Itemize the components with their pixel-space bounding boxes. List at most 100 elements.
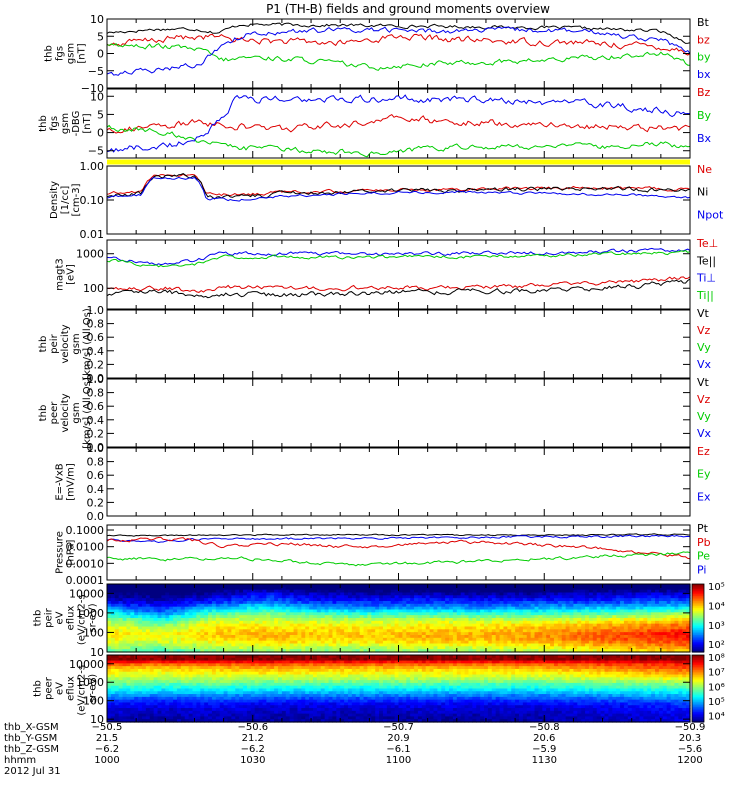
spectrogram-cell xyxy=(359,623,365,628)
spectrogram-cell xyxy=(557,592,563,596)
spectrogram-cell xyxy=(682,592,687,596)
spectrogram-cell xyxy=(542,620,547,625)
spectrogram-cell xyxy=(546,663,551,667)
spectrogram-cell xyxy=(472,598,477,602)
spectrogram-cell xyxy=(110,584,116,588)
spectrogram-cell xyxy=(293,626,299,630)
spectrogram-cell xyxy=(530,598,536,602)
spectrogram-cell xyxy=(553,626,559,630)
spectrogram-cell xyxy=(305,620,310,625)
spectrogram-cell xyxy=(682,629,687,633)
spectrogram-cell xyxy=(499,663,505,667)
spectrogram-cell xyxy=(231,612,236,616)
spectrogram-cell xyxy=(511,612,516,616)
spectrogram-cell xyxy=(316,623,322,628)
spectrogram-cell xyxy=(445,637,450,642)
spectrogram-cell xyxy=(375,657,380,662)
spectrogram-cell xyxy=(149,649,155,653)
spectrogram-cell xyxy=(274,595,279,599)
spectrogram-cell xyxy=(592,629,598,633)
spectrogram-cell xyxy=(266,584,271,588)
spectrogram-cell xyxy=(592,586,598,591)
spectrogram-cell xyxy=(429,612,435,616)
spectrogram-cell xyxy=(355,649,361,653)
spectrogram-cell xyxy=(623,618,629,622)
spectrogram-cell xyxy=(379,635,384,639)
spectrogram-cell xyxy=(161,635,166,639)
spectrogram-cell xyxy=(643,586,648,591)
spectrogram-cell xyxy=(122,595,128,599)
spectrogram-cell xyxy=(643,589,648,594)
spectrogram-cell xyxy=(243,615,248,619)
spectrogram-cell xyxy=(278,637,283,642)
spectrogram-cell xyxy=(433,618,438,622)
spectrogram-cell xyxy=(507,589,512,594)
spectrogram-cell xyxy=(445,595,450,599)
spectrogram-cell xyxy=(616,626,621,630)
spectrogram-cell xyxy=(173,655,178,659)
spectrogram-cell xyxy=(425,606,431,611)
spectrogram-cell xyxy=(223,626,229,630)
spectrogram-cell xyxy=(328,623,334,628)
spectrogram-cell xyxy=(604,635,609,639)
spectrogram-cell xyxy=(192,657,197,662)
spectrogram-cell xyxy=(429,663,435,667)
spectrogram-cell xyxy=(320,637,326,642)
spectrogram-cell xyxy=(491,632,497,636)
spectrogram-cell xyxy=(460,643,466,647)
spectrogram-cell xyxy=(239,640,244,645)
spectrogram-cell xyxy=(231,660,236,664)
spectrogram-cell xyxy=(138,612,143,616)
spectrogram-cell xyxy=(538,640,543,645)
spectrogram-cell xyxy=(107,603,112,608)
spectrogram-cell xyxy=(565,649,571,653)
spectrogram-cell xyxy=(581,598,586,602)
spectrogram-cell xyxy=(134,643,139,647)
spectrogram-cell xyxy=(347,620,353,625)
spectrogram-cell xyxy=(293,595,299,599)
spectrogram-cell xyxy=(596,601,602,605)
spectrogram-cell xyxy=(208,615,213,619)
spectrogram-cell xyxy=(301,666,306,670)
spectrogram-cell xyxy=(452,660,458,664)
spectrogram-cell xyxy=(231,655,236,659)
spectrogram-cell xyxy=(464,595,470,599)
spectrogram-cell xyxy=(262,649,267,653)
spectrogram-cell xyxy=(600,586,606,591)
spectrogram-cell xyxy=(208,618,213,622)
spectrogram-cell xyxy=(281,601,287,605)
spectrogram-cell xyxy=(534,660,540,664)
spectrogram-cell xyxy=(200,629,205,633)
spectrogram-cell xyxy=(231,626,236,630)
spectrogram-cell xyxy=(449,655,454,659)
spectrogram-cell xyxy=(429,615,435,619)
spectrogram-cell xyxy=(301,620,306,625)
spectrogram-cell xyxy=(250,609,256,613)
spectrogram-cell xyxy=(456,637,462,642)
spectrogram-cell xyxy=(410,586,415,591)
spectrogram-cell xyxy=(410,598,415,602)
spectrogram-cell xyxy=(620,657,625,662)
spectrogram-cell xyxy=(608,643,613,647)
spectrogram-cell xyxy=(266,595,271,599)
spectrogram-cell xyxy=(631,663,637,667)
spectrogram-cell xyxy=(227,640,232,645)
spectrogram-cell xyxy=(278,663,283,667)
spectrogram-cell xyxy=(666,660,672,664)
spectrogram-cell xyxy=(359,601,365,605)
spectrogram-cell xyxy=(153,629,159,633)
spectrogram-cell xyxy=(344,635,349,639)
spectrogram-cell xyxy=(456,609,462,613)
spectrogram-cell xyxy=(585,620,590,625)
spectrogram-cell xyxy=(620,606,625,611)
spectrogram-cell xyxy=(530,589,536,594)
spectrogram-cell xyxy=(620,586,625,591)
spectrogram-cell xyxy=(285,615,291,619)
spectrogram-cell xyxy=(130,595,135,599)
spectrogram-cell xyxy=(639,598,644,602)
spectrogram-cell xyxy=(631,606,637,611)
spectrogram-cell xyxy=(678,618,683,622)
spectrogram-cell xyxy=(316,626,322,630)
spectrogram-cell xyxy=(281,584,287,588)
spectrogram-cell xyxy=(577,586,582,591)
